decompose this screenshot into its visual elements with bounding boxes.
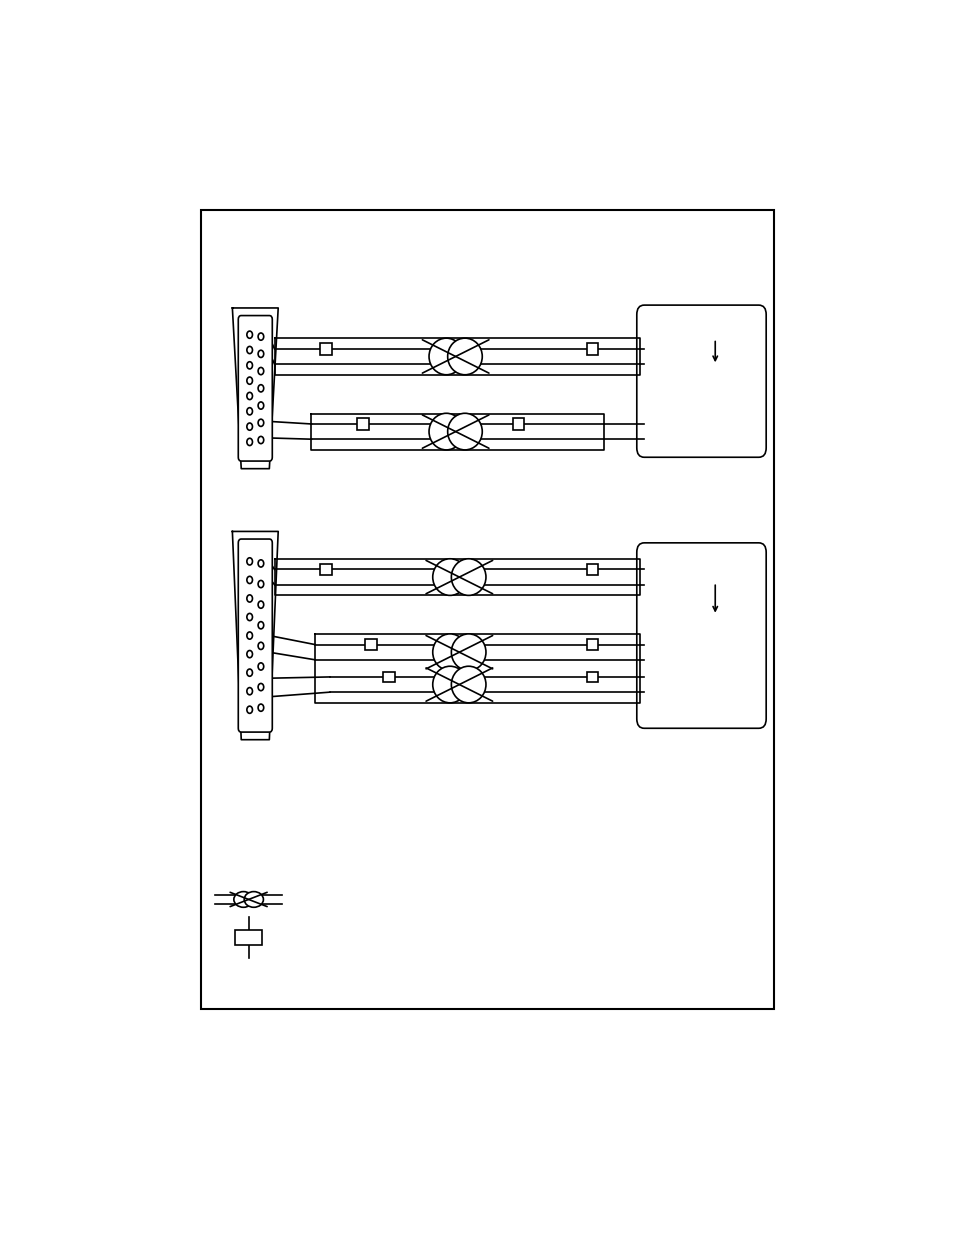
FancyBboxPatch shape: [200, 210, 773, 1009]
Bar: [357, 419, 369, 430]
Ellipse shape: [451, 666, 485, 703]
Bar: [512, 419, 524, 430]
Bar: [364, 640, 376, 650]
Bar: [235, 930, 262, 945]
Ellipse shape: [433, 558, 467, 595]
FancyBboxPatch shape: [238, 316, 272, 461]
Ellipse shape: [429, 338, 463, 374]
Ellipse shape: [433, 634, 467, 671]
FancyBboxPatch shape: [238, 538, 272, 732]
Ellipse shape: [244, 892, 263, 908]
Bar: [383, 672, 395, 682]
FancyBboxPatch shape: [637, 543, 765, 729]
Ellipse shape: [447, 414, 482, 450]
Bar: [320, 343, 332, 354]
Ellipse shape: [451, 558, 485, 595]
FancyBboxPatch shape: [637, 305, 765, 457]
Ellipse shape: [447, 338, 482, 374]
Ellipse shape: [429, 414, 463, 450]
Bar: [586, 672, 598, 682]
Bar: [320, 564, 332, 574]
Bar: [586, 343, 598, 354]
Ellipse shape: [451, 634, 485, 671]
Bar: [586, 564, 598, 574]
Bar: [586, 640, 598, 650]
Ellipse shape: [233, 892, 253, 908]
Ellipse shape: [433, 666, 467, 703]
